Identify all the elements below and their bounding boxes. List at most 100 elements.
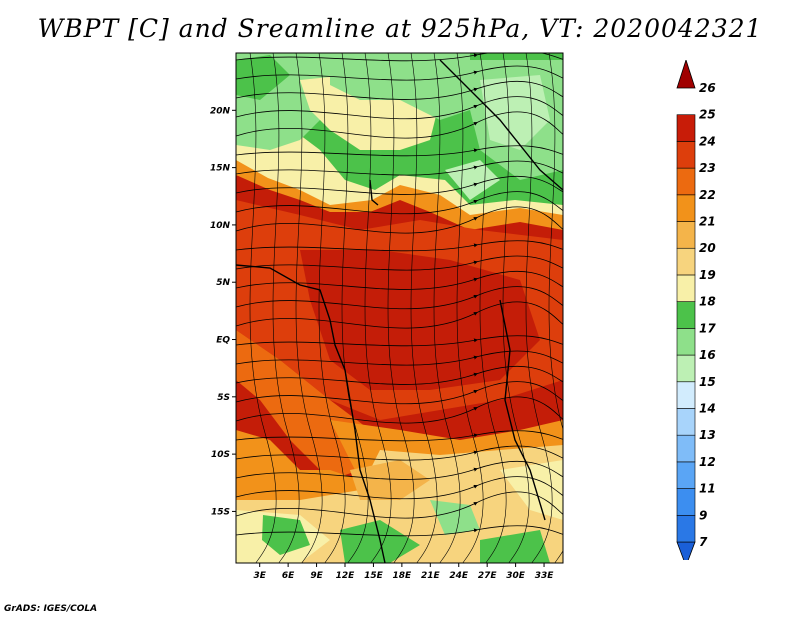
colorbar-label: 13 <box>699 428 716 442</box>
streamline <box>236 145 563 157</box>
streamline <box>272 53 300 563</box>
colorbar-label: 14 <box>699 401 716 415</box>
colorbar-label: 20 <box>699 241 716 255</box>
streamline <box>525 53 553 563</box>
map-figure: 20N 15N 10N 5N EQ 5S 10S 15S 3E 6E 9E 12E 15E 18E 21E… <box>210 52 564 581</box>
streamline <box>236 301 563 329</box>
colorbar-cell <box>676 141 696 169</box>
colorbar-label: 11 <box>699 482 716 496</box>
colorbar-cell <box>676 381 696 409</box>
lat-tick-label: 10S <box>211 450 230 460</box>
colorbar-label: 18 <box>699 295 716 309</box>
latitude-axis: 20N 15N 10N 5N EQ 5S 10S 15S <box>210 106 236 517</box>
colorbar-label: 25 <box>699 108 716 122</box>
colorbar-cell <box>676 408 696 436</box>
colorbar-cell <box>676 541 696 560</box>
lon-tick-label: 33E <box>535 571 555 581</box>
longitude-axis: 3E 6E 9E 12E 15E 18E 21E 24E 27E 30E 33E <box>253 563 554 581</box>
streamline <box>236 160 563 176</box>
streamline <box>364 53 392 563</box>
colorbar-label: 26 <box>699 81 716 95</box>
streamline <box>236 445 563 461</box>
lat-tick-label: EQ <box>216 336 230 346</box>
streamline <box>433 53 461 563</box>
lat-tick-label: 5N <box>216 278 230 288</box>
colorbar-label: 9 <box>699 508 707 522</box>
lat-tick-label: 15N <box>210 164 231 174</box>
wbpt-field <box>236 53 563 563</box>
colorbar-label: 17 <box>699 321 716 335</box>
streamline <box>456 53 484 563</box>
colorbar-cell <box>676 247 696 276</box>
colorbar-cell <box>676 194 696 222</box>
streamline <box>236 255 563 271</box>
colorbar-label: 12 <box>699 455 716 469</box>
coastlines <box>236 59 563 563</box>
lon-tick-label: 21E <box>421 571 441 581</box>
lon-tick-label: 9E <box>310 571 323 581</box>
streamline <box>236 191 563 215</box>
streamline <box>236 175 563 195</box>
streamline <box>236 286 563 310</box>
lat-tick-label: 20N <box>210 106 231 116</box>
streamline <box>236 491 563 519</box>
lon-tick-label: 12E <box>336 571 356 581</box>
streamline <box>387 53 415 563</box>
streamline <box>318 53 346 563</box>
colorbar-cell <box>676 301 696 329</box>
streamline <box>236 396 563 424</box>
colorbar-cell <box>676 434 696 463</box>
colorbar-cell <box>676 114 696 142</box>
colorbar-cell <box>676 274 696 302</box>
streamline <box>236 206 563 234</box>
streamline <box>236 80 563 100</box>
streamline <box>236 476 563 500</box>
lon-tick-label: 18E <box>393 571 413 581</box>
lon-tick-label: 30E <box>506 571 526 581</box>
colorbar-label: 22 <box>699 188 716 202</box>
streamline <box>236 460 563 480</box>
colorbar-cell <box>676 328 696 356</box>
streamlines <box>236 53 563 563</box>
grads-credit: GrADS: IGES/COLA <box>4 604 98 614</box>
lon-tick-label: 3E <box>253 571 266 581</box>
streamline <box>236 111 563 139</box>
streamline <box>236 350 563 366</box>
lat-tick-label: 15S <box>211 507 230 517</box>
lon-tick-label: 27E <box>478 571 498 581</box>
streamline <box>502 53 530 563</box>
streamline <box>236 525 563 537</box>
colorbar-label: 7 <box>699 535 708 549</box>
streamline <box>236 240 563 252</box>
lat-tick-label: 5S <box>217 393 230 403</box>
lon-tick-label: 15E <box>364 571 384 581</box>
streamline <box>236 365 563 385</box>
colorbar-label: 15 <box>699 375 716 389</box>
lon-tick-label: 24E <box>449 571 469 581</box>
streamline <box>236 381 563 405</box>
streamline <box>236 335 563 347</box>
streamline <box>236 430 563 442</box>
colorbar-label: 16 <box>699 348 716 362</box>
colorbar-cell <box>676 167 696 196</box>
streamline <box>548 53 563 563</box>
streamline <box>236 270 563 290</box>
colorbar-cell <box>676 461 696 489</box>
colorbar-cell <box>676 221 696 249</box>
colorbar-label: 21 <box>699 215 716 229</box>
map-title: WBPT [C] and Sreamline at 925hPa, VT: 20… <box>37 14 763 43</box>
colorbar-cell <box>676 514 696 543</box>
colorbar-label: 24 <box>699 134 716 148</box>
colorbar-label: 23 <box>699 161 716 175</box>
colorbar-label: 19 <box>699 268 716 282</box>
streamline <box>236 53 563 62</box>
colorbar: 7 9 11 12 13 14 15 16 17 18 19 20 21 22 23 24 25 26 <box>676 60 716 560</box>
streamline <box>236 96 563 120</box>
lat-tick-label: 10N <box>210 221 231 231</box>
colorbar-cell <box>676 60 696 89</box>
streamline <box>249 53 277 563</box>
streamline <box>479 53 507 563</box>
streamline <box>410 53 438 563</box>
map-frame <box>235 52 564 564</box>
colorbar-cell <box>676 488 696 516</box>
